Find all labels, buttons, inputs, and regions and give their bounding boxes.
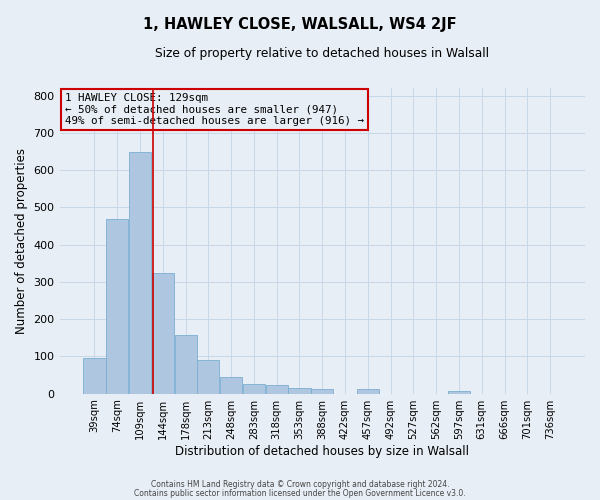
Bar	[220, 378, 242, 394]
Bar	[152, 272, 174, 394]
Bar	[106, 218, 128, 394]
Y-axis label: Number of detached properties: Number of detached properties	[15, 148, 28, 334]
Text: Contains public sector information licensed under the Open Government Licence v3: Contains public sector information licen…	[134, 488, 466, 498]
Bar	[197, 360, 220, 394]
Bar	[266, 385, 288, 394]
Bar	[175, 335, 197, 394]
Bar	[289, 388, 311, 394]
Bar	[243, 384, 265, 394]
Bar	[129, 152, 151, 394]
X-axis label: Distribution of detached houses by size in Walsall: Distribution of detached houses by size …	[175, 444, 469, 458]
Bar	[83, 358, 106, 394]
Bar	[448, 390, 470, 394]
Bar	[357, 389, 379, 394]
Text: 1 HAWLEY CLOSE: 129sqm
← 50% of detached houses are smaller (947)
49% of semi-de: 1 HAWLEY CLOSE: 129sqm ← 50% of detached…	[65, 92, 364, 126]
Text: 1, HAWLEY CLOSE, WALSALL, WS4 2JF: 1, HAWLEY CLOSE, WALSALL, WS4 2JF	[143, 18, 457, 32]
Text: Contains HM Land Registry data © Crown copyright and database right 2024.: Contains HM Land Registry data © Crown c…	[151, 480, 449, 489]
Bar	[311, 389, 334, 394]
Title: Size of property relative to detached houses in Walsall: Size of property relative to detached ho…	[155, 48, 489, 60]
